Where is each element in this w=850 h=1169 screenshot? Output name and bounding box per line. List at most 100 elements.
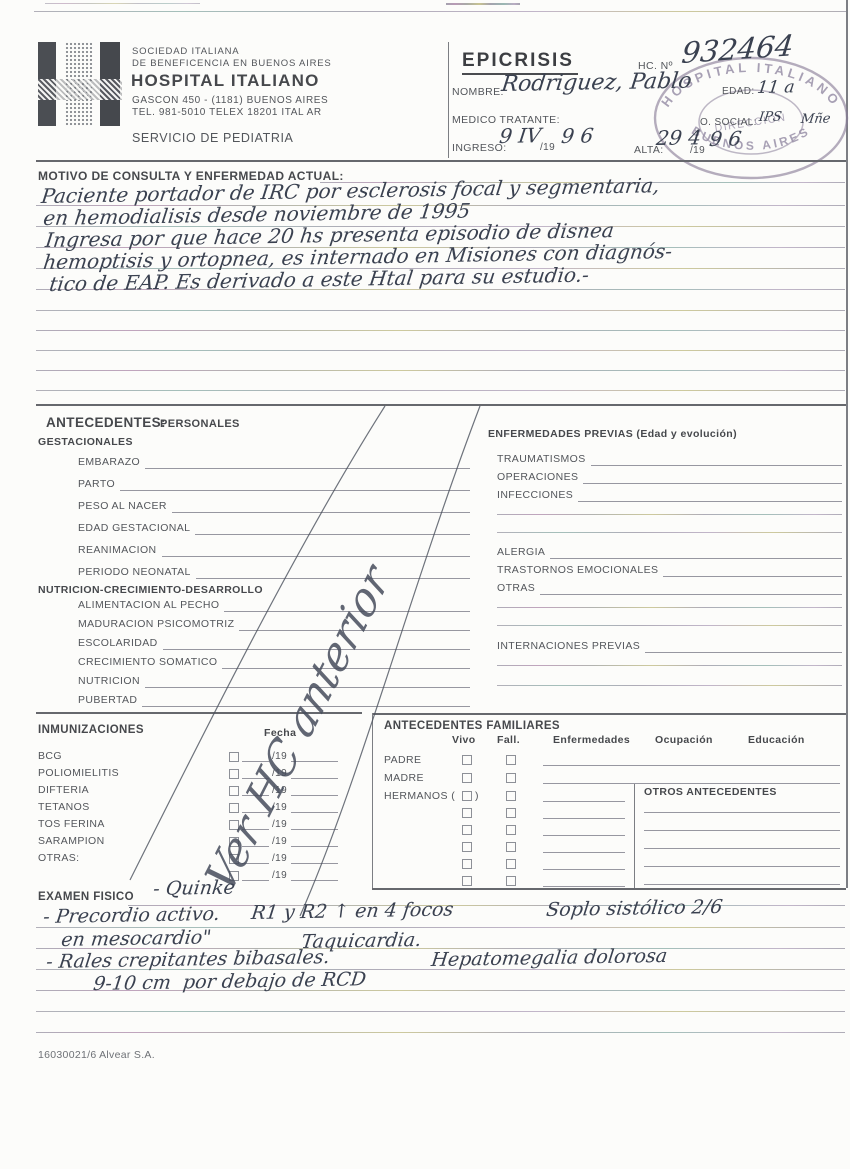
edad-value: 11 a	[756, 77, 796, 98]
examen-hand-note: - Quinke	[152, 876, 237, 900]
vivo-checkbox	[462, 791, 472, 801]
blank-line	[497, 607, 842, 608]
ingreso-label: INGRESO:	[452, 142, 507, 154]
direccion-round-stamp: HOSPITAL ITALIANO BUENOS AIRES DIRECCION	[653, 56, 849, 180]
blank-line	[644, 812, 840, 813]
blank-line	[171, 500, 470, 513]
ruled-line	[36, 330, 845, 331]
motivo-section-label: MOTIVO DE CONSULTA Y ENFERMEDAD ACTUAL:	[38, 169, 344, 183]
field-row-infecciones: INFECCIONES	[497, 488, 842, 502]
ruled-line	[36, 390, 845, 391]
nombre-value: Rodriguez, Pablo	[500, 68, 694, 97]
blank-line	[291, 863, 338, 864]
family-row-label-padre: PADRE	[384, 754, 422, 766]
vivo-checkbox	[462, 755, 472, 765]
field-label: OPERACIONES	[497, 471, 579, 483]
ruled-line	[36, 1032, 845, 1033]
col-header-ocupacion: Ocupación	[655, 734, 713, 746]
vivo-checkbox	[462, 859, 472, 869]
logo-halftone-band	[38, 79, 122, 100]
field-row-crecimiento: CRECIMIENTO SOMATICO	[78, 655, 470, 669]
blank-line	[550, 546, 842, 559]
field-label: ALERGIA	[497, 546, 546, 558]
ruled-line	[36, 990, 845, 991]
field-row-otras: OTRAS	[497, 581, 842, 595]
field-row-operaciones: OPERACIONES	[497, 470, 842, 484]
vaccine-label: POLIOMIELITIS	[38, 767, 120, 779]
org-line1: SOCIEDAD ITALIANA	[132, 46, 240, 57]
ingreso-year-value: 9 6	[560, 123, 595, 148]
alta-label: ALTA:	[634, 144, 664, 156]
hospital-logo	[38, 42, 122, 126]
blank-line	[195, 566, 470, 579]
motivo-label-line	[320, 182, 845, 183]
blank-line	[195, 522, 470, 535]
scan-edge-mark	[446, 3, 520, 5]
fall-checkbox	[506, 876, 516, 886]
blank-line	[543, 852, 625, 853]
field-row-internaciones: INTERNACIONES PREVIAS	[497, 639, 842, 653]
ingreso-value: 9 IV	[498, 123, 543, 148]
examen-fisico-label: EXAMEN FISICO	[38, 891, 134, 903]
ruled-line	[36, 226, 845, 227]
field-label: MADURACION PSICOMOTRIZ	[78, 618, 235, 630]
family-row-label-madre: MADRE	[384, 772, 424, 784]
ruled-line	[36, 268, 845, 269]
field-label: INFECCIONES	[497, 489, 574, 501]
header-divider	[448, 42, 449, 158]
familiares-title: ANTECEDENTES FAMILIARES	[384, 720, 560, 732]
alta-year-value: 9 6	[708, 126, 743, 151]
field-label: REANIMACION	[78, 544, 157, 556]
field-row-trastornos: TRASTORNOS EMOCIONALES	[497, 563, 842, 577]
col-header-fall: Fall.	[497, 734, 521, 746]
blank-line	[590, 453, 842, 466]
fall-checkbox	[506, 825, 516, 835]
field-label: ALIMENTACION AL PECHO	[78, 599, 220, 611]
blank-line	[145, 456, 470, 469]
field-row-traumatismos: TRAUMATISMOS	[497, 452, 842, 466]
field-row-alergia: ALERGIA	[497, 545, 842, 559]
col-header-vivo: Vivo	[452, 734, 476, 746]
hospital-name: HOSPITAL ITALIANO	[131, 71, 320, 90]
blank-line	[291, 829, 338, 830]
blank-line	[540, 582, 842, 595]
section-divider	[36, 404, 846, 406]
examen-hand-l4b: Hepatomegalia dolorosa	[430, 944, 669, 971]
blank-line	[578, 489, 842, 502]
field-row-periodo-neonatal: PERIODO NEONATAL	[78, 565, 470, 579]
edad-label: EDAD:	[722, 86, 755, 97]
hospital-phone: TEL. 981-5010 TELEX 18201 ITAL AR	[132, 107, 322, 118]
antecedentes-subtitle: PERSONALES	[160, 418, 240, 430]
vaccine-checkbox	[229, 752, 239, 762]
examen-hand-l2a: - Precordio activo.	[42, 902, 222, 928]
field-label: ESCOLARIDAD	[78, 637, 158, 649]
field-label: INTERNACIONES PREVIAS	[497, 640, 641, 652]
vivo-checkbox	[462, 842, 472, 852]
vaccine-label: DIFTERIA	[38, 784, 90, 796]
vivo-checkbox	[462, 825, 472, 835]
ruled-line	[36, 247, 845, 248]
antecedentes-title: ANTECEDENTES:	[46, 415, 166, 430]
blank-line	[497, 625, 842, 626]
fall-checkbox	[506, 808, 516, 818]
enfermedades-previas-title: ENFERMEDADES PREVIAS (Edad y evolución)	[488, 428, 737, 440]
blank-line	[497, 532, 842, 533]
blank-line	[497, 665, 842, 666]
field-label: CRECIMIENTO SOMATICO	[78, 656, 218, 668]
vaccine-label: BCG	[38, 750, 62, 762]
field-row-maduracion: MADURACION PSICOMOTRIZ	[78, 617, 470, 631]
field-label: OTRAS	[497, 582, 536, 594]
family-box-left-border	[372, 713, 373, 888]
inmunizaciones-title: INMUNIZACIONES	[38, 724, 144, 736]
ruled-line	[128, 905, 845, 906]
ruled-line	[36, 289, 845, 290]
nutricion-title: NUTRICION-CRECIMIENTO-DESARROLLO	[38, 584, 263, 596]
blank-line	[663, 564, 842, 577]
blank-line	[543, 869, 625, 870]
blank-line	[291, 880, 338, 881]
blank-line	[644, 830, 840, 831]
right-border-line	[846, 0, 848, 888]
field-label: NUTRICION	[78, 675, 140, 687]
ruled-line	[36, 1011, 845, 1012]
